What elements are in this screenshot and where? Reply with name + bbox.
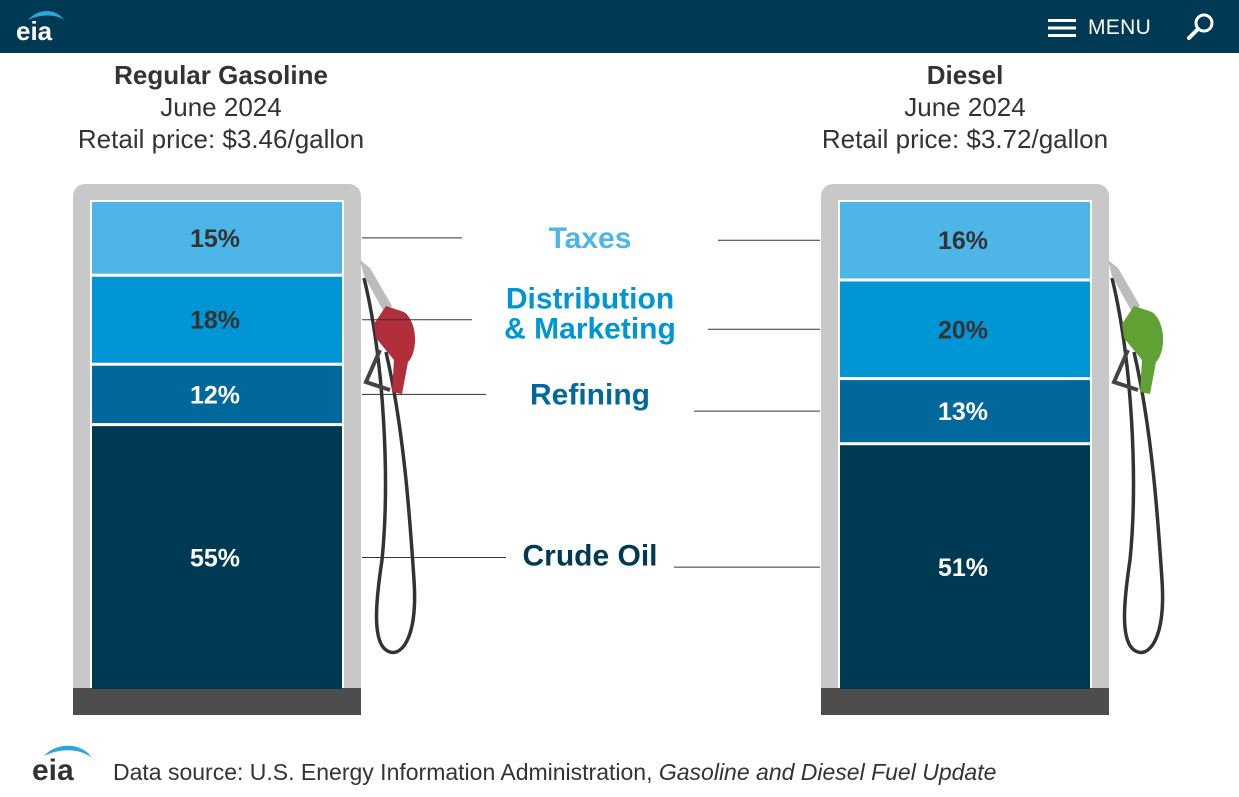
hamburger-icon — [1048, 19, 1076, 37]
diesel-nozzle-icon — [1108, 260, 1164, 394]
diesel-date: June 2024 — [904, 92, 1026, 122]
gasoline-hose — [362, 277, 417, 655]
data-source-note: Data source: U.S. Energy Information Adm… — [113, 759, 996, 786]
gasoline-nozzle-icon — [360, 260, 416, 394]
legend-label-1: Distribution — [506, 283, 674, 316]
gasoline-price: Retail price: $3.46/gallon — [77, 124, 365, 154]
diesel-hose — [1110, 277, 1165, 655]
diesel-value-label-3: 51% — [938, 554, 988, 582]
diesel-nozzle-handle — [1122, 306, 1164, 394]
gasoline-nozzle-spout — [360, 260, 392, 312]
gasoline-value-label-1: 18% — [190, 307, 240, 335]
gasoline-segment-3 — [92, 426, 342, 689]
data-source-title: Gasoline and Diesel Fuel Update — [658, 759, 997, 785]
logo-swoosh — [28, 11, 64, 20]
diesel-pump: 16% 20% 13% 51% — [821, 184, 1165, 715]
diesel-nozzle-trigger — [1111, 349, 1139, 392]
legend-label-3: Crude Oil — [522, 540, 657, 573]
footer-logo-swoosh — [44, 745, 92, 758]
eia-logo[interactable]: eia — [14, 6, 70, 46]
gasoline-segment-2 — [92, 365, 342, 424]
diesel-nozzle-spout — [1108, 260, 1140, 312]
diesel-price: Retail price: $3.72/gallon — [821, 124, 1109, 154]
legend-label-1-line2: & Marketing — [504, 313, 676, 346]
diesel-segment-1 — [840, 281, 1090, 378]
menu-label: MENU — [1088, 16, 1152, 39]
menu-button[interactable]: MENU — [1048, 14, 1151, 42]
gasoline-heading: Regular Gasoline June 2024 Retail price:… — [11, 59, 431, 155]
top-navigation-bar: eia MENU — [0, 0, 1239, 53]
gasoline-pump-base — [73, 688, 361, 715]
diesel-segment-0 — [840, 202, 1090, 279]
diesel-value-label-0: 16% — [938, 227, 988, 255]
gasoline-date: June 2024 — [160, 92, 282, 122]
gasoline-segment-1 — [92, 276, 342, 363]
logo-text: eia — [16, 16, 53, 46]
data-source-prefix: Data source: U.S. Energy Information Adm… — [113, 759, 659, 785]
gasoline-pump: 15% 18% 12% 55% — [73, 184, 417, 715]
diesel-title: Diesel — [926, 60, 1004, 90]
diesel-value-label-1: 20% — [938, 316, 988, 344]
footer-logo-text: eia — [32, 754, 74, 784]
legend-label-2: Refining — [530, 378, 650, 411]
diesel-heading: Diesel June 2024 Retail price: $3.72/gal… — [755, 59, 1175, 155]
diesel-segment-2 — [840, 380, 1090, 443]
search-icon[interactable] — [1186, 12, 1216, 42]
gasoline-nozzle-handle — [374, 306, 416, 394]
gasoline-value-label-3: 55% — [190, 545, 240, 573]
gasoline-nozzle-trigger — [363, 349, 391, 392]
legend-label-0: Taxes — [549, 222, 632, 255]
gasoline-segment-0 — [92, 202, 342, 274]
gasoline-title: Regular Gasoline — [114, 60, 328, 90]
category-legend: Taxes Distribution& Marketing Refining Crud… — [362, 222, 820, 573]
diesel-value-label-2: 13% — [938, 398, 988, 426]
gasoline-value-label-0: 15% — [190, 225, 240, 253]
eia-footer-logo: eia — [32, 745, 92, 784]
diesel-pump-base — [821, 688, 1109, 715]
diesel-segment-3 — [840, 445, 1090, 689]
gasoline-value-label-2: 12% — [190, 381, 240, 409]
